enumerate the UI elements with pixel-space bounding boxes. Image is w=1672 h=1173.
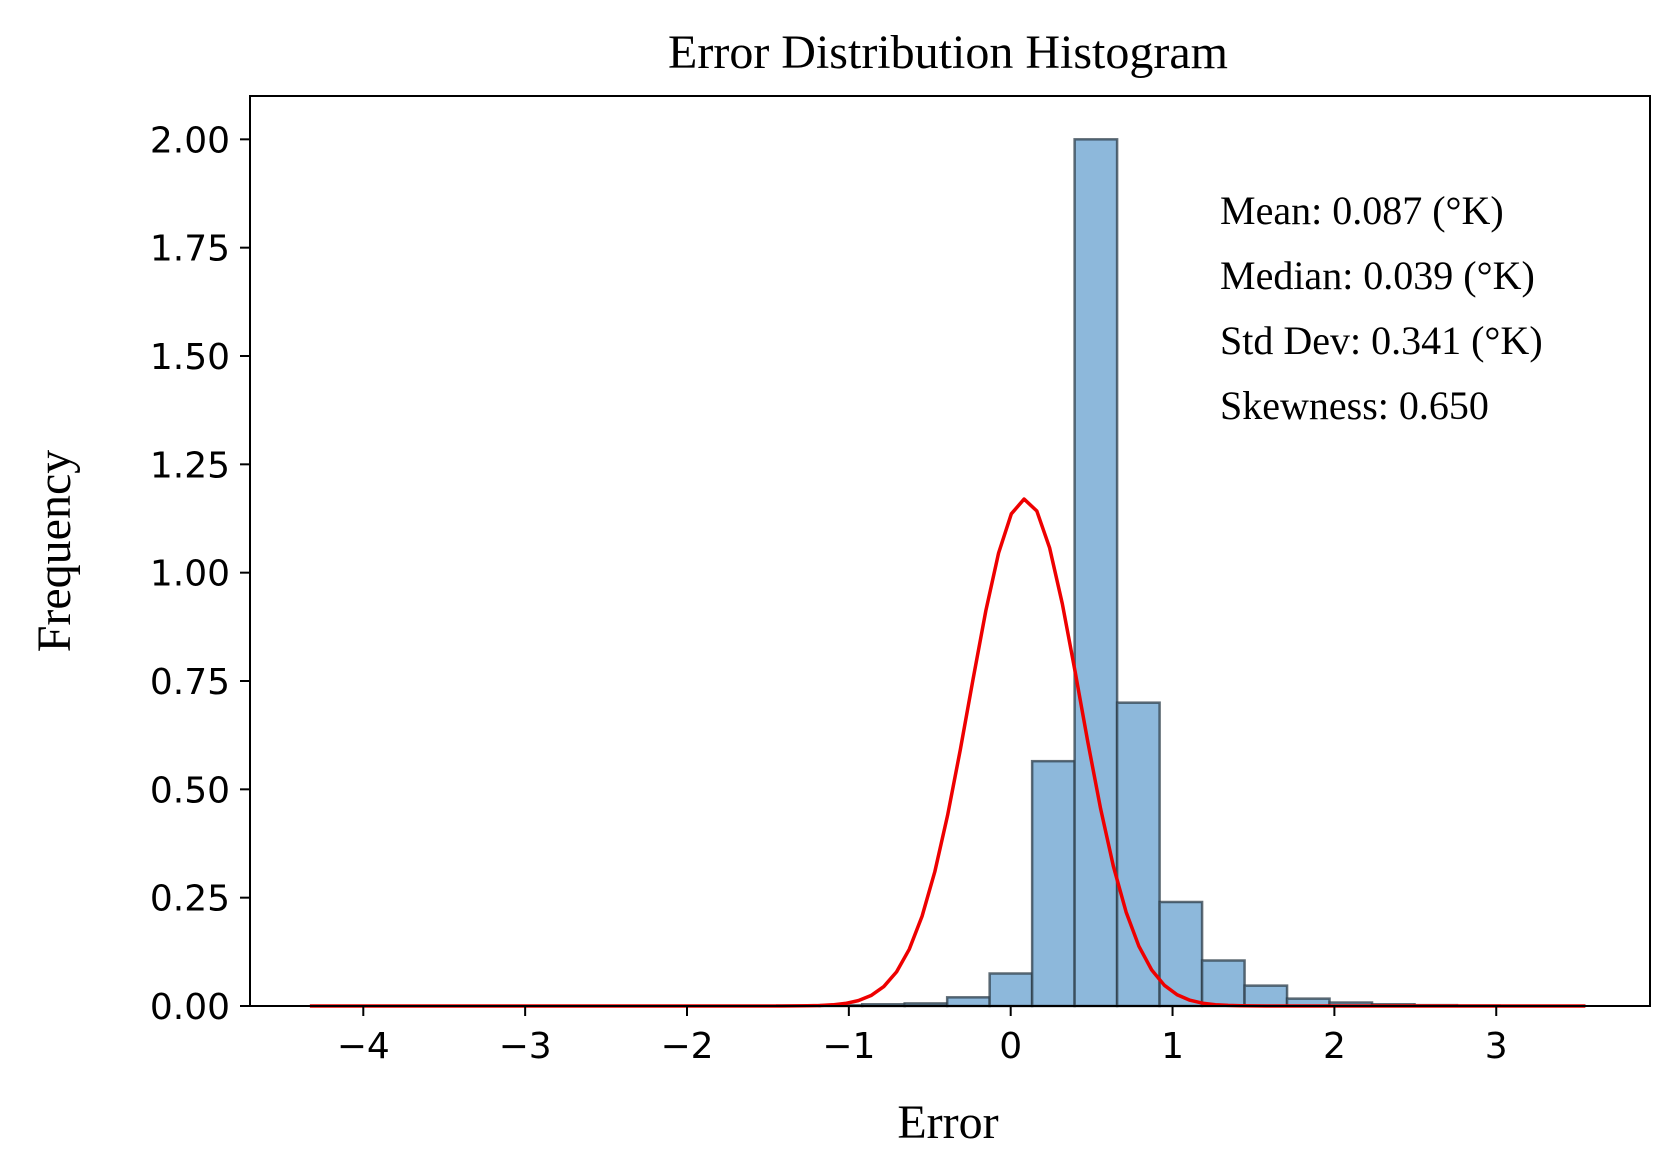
y-tick-label: 1.50 xyxy=(150,337,230,378)
stat-median: Median: 0.039 (°K) xyxy=(1220,253,1535,298)
stat-mean: Mean: 0.087 (°K) xyxy=(1220,188,1504,233)
x-tick-label: −1 xyxy=(822,1026,875,1067)
histogram-bar xyxy=(1115,701,1161,1008)
x-tick-label: −3 xyxy=(499,1026,552,1067)
x-tick-label: −4 xyxy=(337,1026,390,1067)
y-tick-label: 1.00 xyxy=(150,554,230,595)
stat-skewness: Skewness: 0.650 xyxy=(1220,383,1489,428)
x-tick-label: 3 xyxy=(1485,1026,1508,1067)
y-axis-label: Frequency xyxy=(28,450,81,653)
y-tick-label: 0.25 xyxy=(150,879,230,920)
x-tick-label: −2 xyxy=(660,1026,713,1067)
histogram-bar xyxy=(1073,138,1119,1008)
y-tick-label: 2.00 xyxy=(150,120,230,161)
x-tick-label: 2 xyxy=(1323,1026,1346,1067)
chart-title: Error Distribution Histogram xyxy=(668,26,1228,79)
histogram-bar xyxy=(1200,959,1246,1008)
histogram-bar xyxy=(1158,900,1204,1008)
x-tick-label: 1 xyxy=(1161,1026,1184,1067)
plot-frame xyxy=(249,95,1651,1007)
y-tick-label: 1.75 xyxy=(150,229,230,270)
histogram-bar xyxy=(988,972,1034,1008)
y-tick-label: 0.50 xyxy=(150,770,230,811)
x-tick-label: 0 xyxy=(999,1026,1022,1067)
x-axis-ticks: −4 −3 −2 −1 0 1 2 3 xyxy=(337,1006,1508,1067)
histogram-bar xyxy=(945,996,991,1008)
histogram-bar xyxy=(1243,984,1289,1008)
histogram-bar xyxy=(1030,759,1076,1008)
y-axis-ticks: 0.00 0.25 0.50 0.75 1.00 1.25 1.50 1.75 2.00 xyxy=(150,120,250,1028)
y-tick-label: 0.00 xyxy=(150,987,230,1028)
stat-std-dev: Std Dev: 0.341 (°K) xyxy=(1220,318,1543,363)
y-tick-label: 0.75 xyxy=(150,662,230,703)
y-tick-label: 1.25 xyxy=(150,445,230,486)
normal-fit-curve xyxy=(309,497,1586,1008)
x-axis-label: Error xyxy=(897,1096,998,1149)
stats-annotation: Mean: 0.087 (°K) Median: 0.039 (°K) Std … xyxy=(1220,188,1543,428)
